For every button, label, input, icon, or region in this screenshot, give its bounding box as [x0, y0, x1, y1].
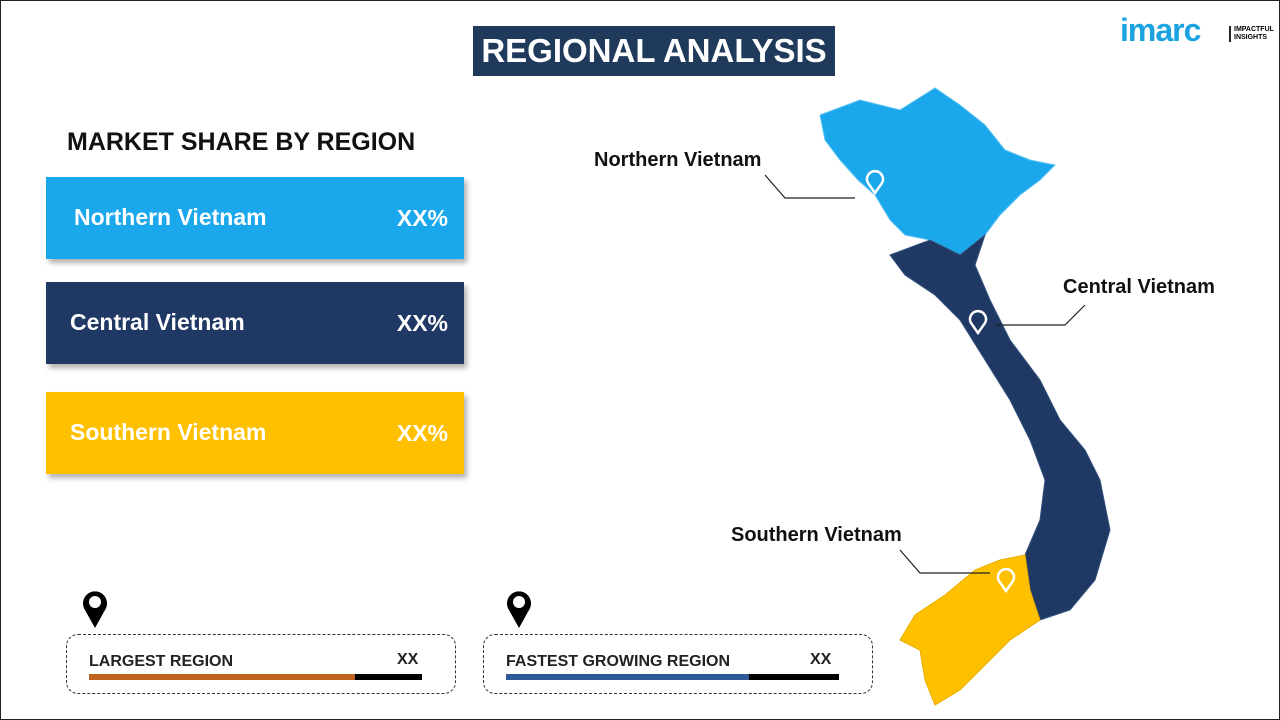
card-value: XX [397, 651, 419, 668]
map-region-northern [819, 87, 1057, 256]
card-value: XX [810, 651, 832, 668]
callout-line-northern [764, 174, 855, 199]
largest-region-card: LARGEST REGION XX [66, 634, 456, 694]
progress-fill [506, 674, 750, 680]
progress-fill [89, 674, 356, 680]
map-pin-icon [83, 591, 107, 628]
card-label: FASTEST GROWING REGION [506, 653, 731, 670]
map-pin-icon [865, 169, 1016, 594]
card-label: LARGEST REGION [89, 653, 234, 670]
map-label-central: Central Vietnam [1063, 276, 1215, 298]
region-bar-northern: Northern Vietnam XX% [46, 177, 464, 259]
callout-line-central [995, 304, 1086, 326]
region-bar-central: Central Vietnam XX% [46, 282, 464, 364]
map-label-northern: Northern Vietnam [594, 149, 762, 171]
section-heading: MARKET SHARE BY REGION [67, 128, 416, 156]
region-name: Northern Vietnam [74, 204, 267, 230]
map-pin-icon [507, 591, 531, 628]
map-label-southern: Southern Vietnam [731, 524, 902, 546]
region-bar-southern: Southern Vietnam XX% [46, 392, 464, 474]
logo-brand: imarc [1120, 12, 1201, 48]
fastest-growing-region-card: FASTEST GROWING REGION XX [483, 634, 873, 694]
progress-bar [89, 674, 422, 680]
page-title: REGIONAL ANALYSIS [473, 26, 835, 76]
callout-line-southern [899, 549, 990, 574]
region-value: XX% [396, 205, 448, 231]
region-value: XX% [396, 420, 448, 446]
progress-bar [506, 674, 839, 680]
imarc-logo: imarc IMPACTFUL INSIGHTS [1120, 12, 1274, 49]
region-value: XX% [396, 310, 448, 336]
region-name: Central Vietnam [70, 309, 245, 335]
region-name: Southern Vietnam [70, 419, 267, 445]
map-region-central [889, 233, 1111, 621]
logo-tagline: IMPACTFUL INSIGHTS [1229, 26, 1280, 42]
map-region-southern [899, 554, 1041, 706]
